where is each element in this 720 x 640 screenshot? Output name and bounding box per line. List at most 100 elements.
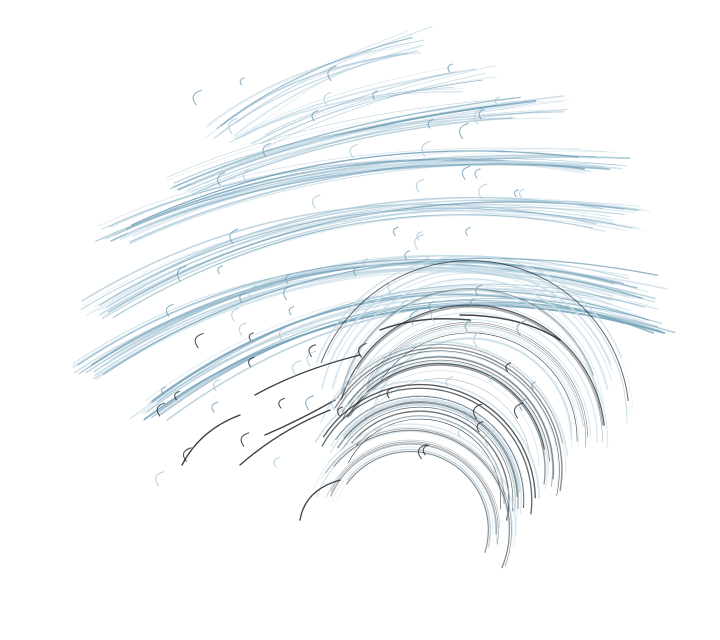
hook-mark: [531, 381, 537, 390]
blue-streak: [232, 66, 450, 139]
hook-mark: [248, 285, 257, 300]
hook-mark: [417, 444, 427, 460]
swirl-arc: [346, 450, 489, 553]
hook-mark: [409, 309, 419, 325]
hook-mark: [262, 142, 271, 158]
hook-mark: [505, 362, 512, 372]
blue-streak: [127, 160, 623, 235]
swirl-arc: [327, 423, 517, 536]
blue-streak: [101, 206, 614, 310]
hook-mark: [242, 169, 250, 181]
hook-mark: [213, 378, 221, 392]
hook-mark: [248, 356, 255, 368]
dark-accent-stroke: [459, 314, 561, 341]
hook-mark: [519, 398, 527, 411]
hook-mark: [323, 91, 332, 106]
blue-streak: [166, 98, 516, 178]
swirl-arc: [359, 312, 598, 443]
hook-mark: [239, 292, 246, 303]
swirl-arc: [342, 399, 521, 493]
swirl-arc: [360, 370, 540, 467]
hook-mark: [414, 234, 424, 251]
hook-mark: [475, 284, 483, 297]
hook-mark: [516, 320, 526, 336]
hook-mark: [312, 194, 321, 209]
swirl-arc: [336, 350, 557, 446]
blue-streak: [151, 293, 654, 402]
hook-mark: [174, 390, 180, 401]
blue-streak: [98, 200, 641, 317]
blue-streak: [266, 65, 496, 144]
blue-streak: [72, 263, 635, 367]
hook-mark: [484, 430, 494, 447]
hook-mark: [473, 108, 484, 125]
blue-streak: [101, 157, 628, 230]
swirl-arc: [347, 362, 545, 450]
swirl-arc: [346, 356, 554, 487]
blue-streak: [86, 203, 637, 316]
hook-mark: [392, 226, 399, 237]
blue-streak: [160, 298, 662, 416]
swirl-arc: [346, 448, 491, 548]
hook-mark: [278, 397, 285, 409]
blue-streak: [99, 209, 615, 315]
hook-mark: [472, 403, 483, 420]
blue-streak: [204, 117, 551, 184]
blue-streak: [213, 50, 419, 139]
hook-mark: [288, 306, 295, 316]
hook-mark: [349, 143, 358, 158]
dark-accent-stroke: [239, 409, 331, 466]
blue-streak: [252, 71, 457, 145]
hook-mark: [211, 401, 219, 413]
hook-mark: [476, 421, 484, 433]
swirl-arc: [340, 288, 594, 395]
hook-mark: [305, 395, 315, 411]
hook-mark: [423, 256, 430, 267]
blue-streak: [249, 76, 497, 145]
dark-accent-stroke: [299, 479, 341, 521]
blue-streak: [190, 117, 516, 185]
blue-streak: [165, 100, 543, 182]
hook-mark: [514, 189, 519, 197]
hook-mark: [457, 428, 464, 437]
blue-streak: [101, 147, 581, 241]
blue-streak: [184, 107, 515, 196]
hook-mark: [447, 63, 453, 73]
swirl-arc: [338, 343, 567, 474]
dark-accent-stroke: [264, 399, 336, 436]
swirl-arc: [346, 284, 605, 409]
blue-streak: [234, 44, 424, 136]
hook-mark: [430, 308, 440, 323]
blue-streak: [173, 99, 570, 192]
hook-mark: [362, 258, 368, 267]
blue-streak: [105, 203, 612, 309]
swirl-arc: [337, 402, 518, 497]
swirl-arc: [341, 359, 551, 462]
hook-mark: [494, 96, 500, 105]
blue-streak: [191, 117, 513, 195]
hook-mark: [386, 387, 394, 399]
swirl-arc: [348, 301, 609, 448]
hook-mark: [176, 265, 187, 282]
blue-streak: [145, 295, 646, 413]
blue-streak: [132, 161, 607, 237]
blue-streak: [94, 269, 612, 376]
hook-mark: [283, 285, 292, 301]
hook-mark: [519, 188, 525, 198]
hook-mark: [182, 447, 192, 462]
hook-mark: [273, 456, 280, 468]
blue-streak: [108, 254, 618, 362]
swirl-arc: [363, 378, 530, 454]
swirl-arc: [334, 347, 563, 492]
hook-mark: [458, 122, 469, 140]
blue-streak: [105, 154, 597, 240]
swirl-arc: [330, 397, 522, 514]
dark-accent-stroke: [379, 318, 471, 331]
swirl-arc: [321, 387, 533, 515]
blue-streak: [101, 206, 625, 320]
blue-streak: [102, 214, 629, 318]
blue-streak: [99, 208, 633, 306]
swirl-arc: [325, 428, 512, 567]
blue-streak: [264, 91, 463, 136]
